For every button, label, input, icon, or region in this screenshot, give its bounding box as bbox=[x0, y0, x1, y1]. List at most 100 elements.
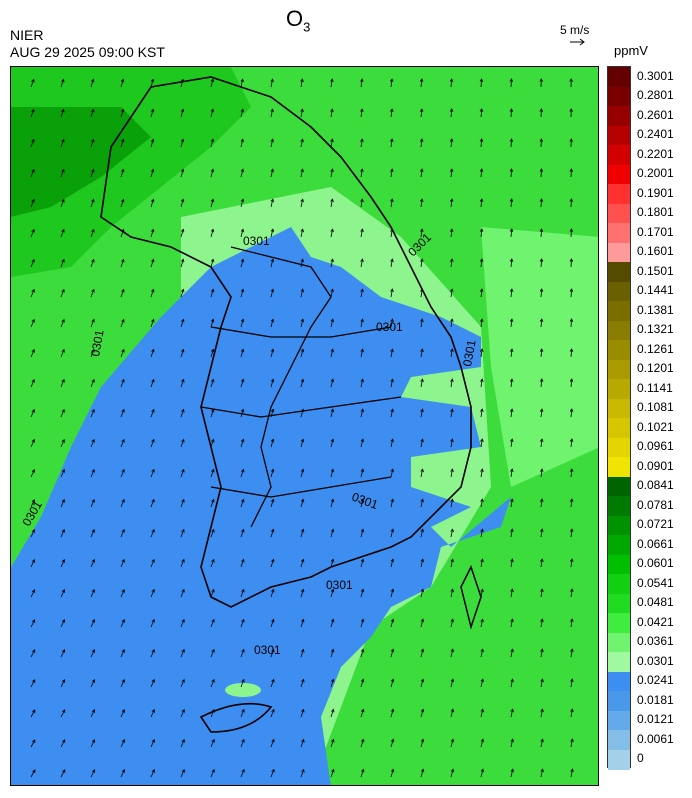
wind-arrow-head bbox=[61, 318, 65, 323]
wind-arrow-head bbox=[61, 649, 66, 653]
wind-arrow-head bbox=[300, 588, 305, 593]
wind-arrow bbox=[570, 408, 573, 418]
wind-arrow-head bbox=[211, 738, 215, 743]
wind-arrow bbox=[150, 379, 155, 388]
wind-arrow bbox=[240, 259, 244, 268]
wind-arrow bbox=[240, 679, 245, 688]
wind-arrow bbox=[360, 199, 363, 208]
wind-arrow-head bbox=[300, 78, 304, 83]
wind-arrow-head bbox=[510, 738, 514, 743]
colorbar-segment bbox=[608, 632, 630, 653]
wind-arrow-head bbox=[539, 408, 544, 412]
wind-arrow-head bbox=[61, 108, 65, 113]
wind-arrow bbox=[30, 199, 35, 208]
wind-arrow-head bbox=[151, 558, 155, 563]
wind-arrow-head bbox=[300, 108, 304, 113]
wind-arrow bbox=[420, 649, 424, 658]
wind-arrow bbox=[300, 409, 304, 418]
wind-arrow bbox=[120, 439, 125, 448]
wind-arrow-head bbox=[241, 738, 245, 743]
wind-arrow-head bbox=[539, 168, 544, 172]
wind-arrow-head bbox=[181, 708, 185, 713]
wind-arrow bbox=[480, 259, 483, 268]
wind-arrow bbox=[450, 469, 453, 478]
wind-arrow-head bbox=[331, 738, 335, 743]
wind-arrow-head bbox=[390, 258, 394, 263]
wind-arrow bbox=[180, 319, 184, 328]
datetime-label: AUG 29 2025 09:00 KST bbox=[10, 44, 165, 60]
wind-arrow bbox=[90, 409, 95, 418]
wind-arrow-head bbox=[300, 408, 305, 413]
wind-arrow bbox=[420, 709, 424, 718]
wind-arrow bbox=[60, 229, 65, 238]
wind-arrow-head bbox=[509, 138, 514, 142]
colorbar-tick-label: 0.1901 bbox=[637, 185, 674, 200]
wind-arrow bbox=[450, 679, 454, 688]
colorbar-tick-label: 0.2801 bbox=[637, 88, 674, 103]
wind-arrow-head bbox=[31, 318, 35, 323]
wind-arrow-head bbox=[91, 438, 95, 443]
wind-arrow bbox=[30, 649, 36, 658]
wind-arrow-head bbox=[420, 528, 424, 533]
wind-arrow bbox=[540, 409, 543, 418]
wind-arrow bbox=[570, 559, 573, 568]
wind-arrow-head bbox=[211, 438, 215, 443]
wind-arrow bbox=[150, 109, 154, 118]
wind-arrow-head bbox=[480, 528, 484, 533]
wind-arrow-head bbox=[539, 378, 544, 382]
wind-arrow bbox=[270, 289, 274, 298]
wind-arrow-head bbox=[449, 168, 454, 172]
wind-arrow-head bbox=[31, 589, 36, 593]
wind-arrow-head bbox=[450, 438, 454, 443]
wind-arrow-head bbox=[300, 498, 305, 503]
wind-arrow-head bbox=[210, 168, 215, 173]
wind-arrow bbox=[150, 439, 155, 448]
wind-arrow-head bbox=[570, 588, 574, 593]
wind-arrow bbox=[240, 79, 244, 88]
wind-arrow bbox=[450, 199, 453, 208]
wind-arrow-head bbox=[390, 708, 395, 713]
wind-arrow-head bbox=[360, 408, 364, 413]
wind-arrow bbox=[120, 229, 124, 238]
wind-arrow-head bbox=[569, 348, 574, 352]
wind-arrow-head bbox=[210, 258, 215, 263]
wind-arrow bbox=[180, 409, 184, 418]
wind-arrow bbox=[270, 319, 274, 328]
wind-arrow-head bbox=[31, 198, 35, 203]
wind-arrow-head bbox=[419, 108, 424, 112]
wind-arrow bbox=[210, 379, 214, 388]
wind-arrow bbox=[480, 78, 482, 88]
wind-arrow-head bbox=[450, 318, 454, 323]
wind-arrow bbox=[120, 319, 125, 328]
wind-arrow-head bbox=[91, 588, 95, 593]
wind-arrow bbox=[390, 709, 394, 718]
wind-arrow bbox=[540, 469, 543, 478]
reference-vector-arrow-icon bbox=[570, 38, 585, 46]
wind-arrow-head bbox=[569, 318, 574, 322]
wind-arrow bbox=[90, 379, 95, 388]
wind-arrow bbox=[120, 289, 125, 298]
wind-arrow bbox=[150, 259, 154, 268]
wind-arrow bbox=[180, 349, 184, 358]
wind-arrow-head bbox=[210, 78, 215, 83]
wind-arrow-head bbox=[61, 468, 65, 473]
colorbar-segment bbox=[608, 730, 630, 750]
wind-arrow-head bbox=[360, 588, 365, 593]
wind-arrow bbox=[90, 559, 95, 568]
wind-arrow-head bbox=[150, 138, 155, 143]
wind-arrow bbox=[480, 589, 483, 598]
wind-arrow bbox=[450, 499, 453, 508]
wind-arrow-head bbox=[32, 709, 36, 713]
wind-arrow bbox=[330, 229, 333, 238]
wind-arrow bbox=[120, 79, 124, 88]
wind-arrow-head bbox=[300, 288, 304, 293]
wind-arrow bbox=[180, 529, 185, 538]
wind-arrow bbox=[450, 769, 454, 778]
wind-arrow-head bbox=[91, 498, 95, 503]
colorbar-tick-label: 0.1381 bbox=[637, 302, 674, 317]
colorbar-segment bbox=[608, 535, 630, 555]
wind-arrow-head bbox=[121, 408, 125, 413]
colorbar-tick-label: 0.1081 bbox=[637, 400, 674, 415]
wind-arrow bbox=[240, 169, 244, 178]
wind-arrow bbox=[120, 109, 124, 118]
